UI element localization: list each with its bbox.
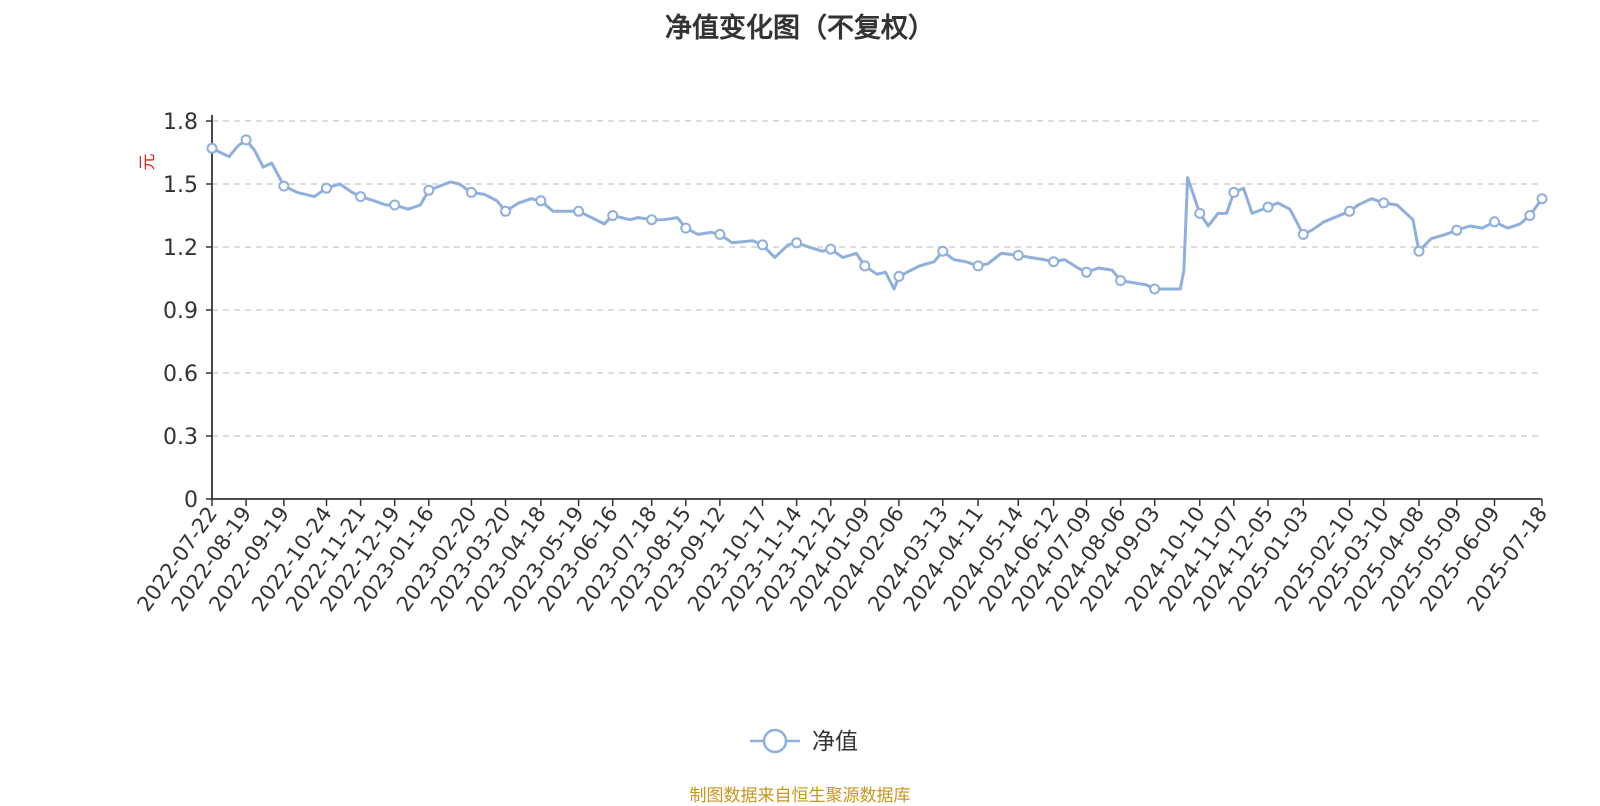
- data-point-marker: [1080, 266, 1092, 278]
- series-lines: [211, 138, 1544, 291]
- data-point-marker: [573, 205, 585, 217]
- series-markers: [206, 134, 1548, 295]
- data-point-marker: [893, 270, 905, 282]
- legend-circle-icon: [762, 728, 788, 754]
- data-point-marker: [1378, 197, 1390, 209]
- grid-lines: [212, 120, 1542, 437]
- y-tick-label: 0.6: [163, 362, 198, 387]
- y-tick-label: 0: [184, 488, 198, 513]
- data-point-marker: [1228, 186, 1240, 198]
- series-line-nav: [211, 138, 1544, 291]
- y-tick-label: 1.2: [163, 236, 198, 261]
- y-tick-label: 1.8: [163, 110, 198, 135]
- y-tick-label: 0.9: [163, 299, 198, 324]
- data-point-marker: [1012, 249, 1024, 261]
- data-point-marker: [680, 222, 692, 234]
- data-point-marker: [1536, 193, 1548, 205]
- data-point-marker: [500, 205, 512, 217]
- data-point-marker: [1149, 283, 1161, 295]
- chart-title: 净值变化图（不复权）: [665, 13, 935, 44]
- data-point-marker: [465, 186, 477, 198]
- data-point-marker: [1344, 205, 1356, 217]
- data-point-marker: [1413, 245, 1425, 257]
- legend-label: 净值: [812, 729, 858, 755]
- data-point-marker: [1451, 224, 1463, 236]
- data-point-marker: [206, 142, 218, 154]
- data-point-marker: [1262, 201, 1274, 213]
- data-point-marker: [1115, 275, 1127, 287]
- data-point-marker: [1297, 228, 1309, 240]
- data-point-marker: [320, 182, 332, 194]
- data-point-marker: [1524, 210, 1536, 221]
- data-point-marker: [757, 239, 769, 251]
- data-point-marker: [1048, 256, 1060, 268]
- data-point-marker: [714, 228, 726, 240]
- data-source-note: 制图数据来自恒生聚源数据库: [689, 786, 911, 806]
- data-point-marker: [355, 191, 367, 203]
- y-axis-label: 元: [138, 154, 158, 171]
- data-point-marker: [278, 180, 290, 192]
- data-point-marker: [972, 260, 984, 272]
- y-tick-label: 1.5: [163, 173, 198, 198]
- data-point-marker: [646, 214, 658, 226]
- data-point-marker: [937, 245, 949, 257]
- data-point-marker: [423, 184, 435, 196]
- data-point-marker: [859, 260, 871, 272]
- data-point-marker: [607, 210, 619, 221]
- data-point-marker: [791, 237, 803, 249]
- x-axis-ticks: 2022-07-222022-08-192022-09-192022-10-24…: [132, 499, 1552, 616]
- data-point-marker: [1489, 216, 1500, 228]
- data-point-marker: [1194, 207, 1206, 219]
- y-tick-label: 0.3: [163, 425, 198, 450]
- data-point-marker: [389, 199, 401, 211]
- data-point-marker: [240, 134, 252, 146]
- y-axis-ticks: 0 0.3 0.6 0.9 1.2 1.5 1.8: [163, 110, 212, 513]
- data-point-marker: [825, 243, 837, 255]
- axes: [211, 115, 1542, 500]
- data-point-marker: [535, 195, 547, 207]
- legend[interactable]: 净值: [750, 728, 858, 755]
